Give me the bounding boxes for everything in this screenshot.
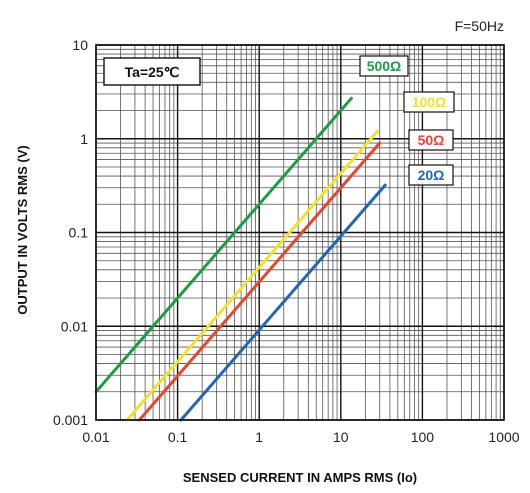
- x-tick-label: 1: [255, 429, 263, 445]
- condition-text: Ta=25℃: [125, 64, 180, 80]
- legend-item-2: 50Ω: [408, 129, 454, 151]
- frequency-annotation: F=50Hz: [455, 18, 504, 34]
- legend-box: [359, 55, 409, 77]
- y-tick-label: 1: [80, 131, 88, 147]
- series-line-3: [179, 183, 387, 422]
- legend-item-0: 500Ω: [359, 55, 409, 77]
- legend-box: [408, 129, 454, 151]
- y-tick-label: 0.01: [61, 318, 88, 334]
- x-tick-label: 0.01: [82, 429, 109, 445]
- legend: 500Ω 100Ω 50Ω 20Ω: [359, 55, 455, 186]
- x-tick-labels: 0.01 0.1 1 10 100 1000: [82, 429, 519, 445]
- y-tick-label: 0.001: [53, 412, 88, 428]
- legend-box: [403, 91, 455, 113]
- plot-frame: [95, 44, 505, 421]
- legend-label: 20Ω: [418, 167, 445, 183]
- legend-item-3: 20Ω: [408, 164, 454, 186]
- series-line-1: [125, 129, 379, 422]
- legend-label: 100Ω: [412, 94, 447, 110]
- condition-box: [103, 57, 201, 86]
- x-tick-label: 0.1: [168, 429, 188, 445]
- x-tick-label: 1000: [488, 429, 519, 445]
- legend-item-1: 100Ω: [403, 91, 455, 113]
- series-layer: [94, 96, 387, 422]
- y-tick-label: 10: [72, 37, 88, 53]
- x-tick-label: 100: [411, 429, 435, 445]
- y-tick-labels: 0.001 0.01 0.1 1 10: [53, 37, 88, 428]
- series-line-0: [94, 96, 353, 394]
- legend-label: 50Ω: [418, 132, 445, 148]
- series-line-2: [137, 141, 382, 422]
- y-axis-label: OUTPUT IN VOLTS RMS (V): [15, 145, 30, 314]
- x-axis-label: SENSED CURRENT IN AMPS RMS (Io): [183, 470, 417, 485]
- condition-annotation: Ta=25℃: [103, 57, 201, 86]
- x-tick-label: 10: [333, 429, 349, 445]
- legend-box: [408, 164, 454, 186]
- legend-label: 500Ω: [367, 58, 402, 74]
- y-tick-label: 0.1: [69, 225, 89, 241]
